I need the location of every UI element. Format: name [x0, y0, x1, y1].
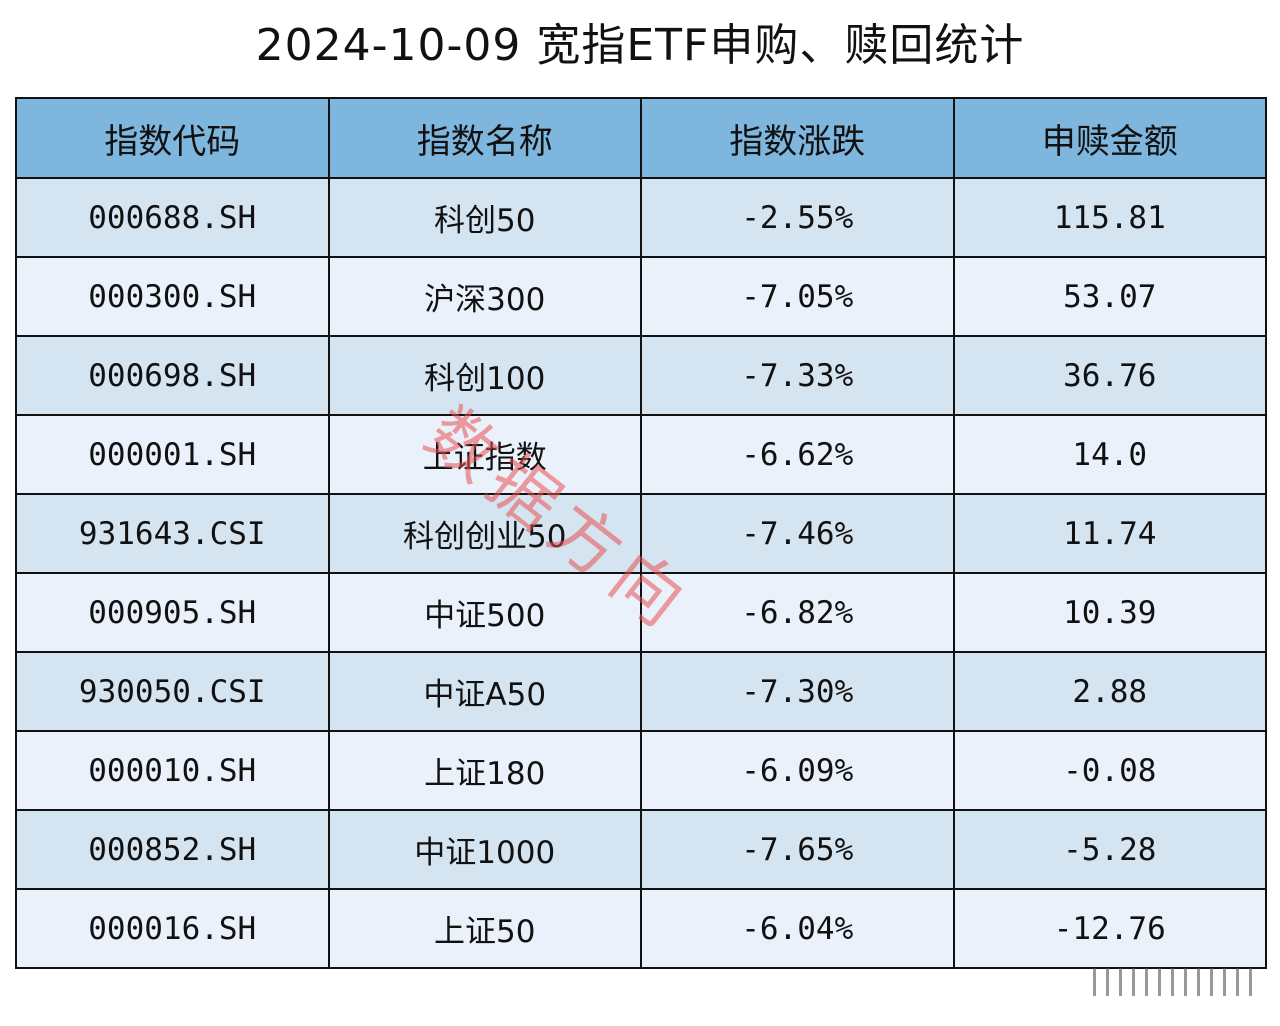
cell-change: -6.04% [640, 888, 955, 969]
cell-name: 沪深300 [327, 256, 642, 337]
table-row: 000300.SH 沪深300 -7.05% 53.07 [15, 256, 1267, 337]
cell-amount: -12.76 [952, 888, 1267, 969]
cell-change: -7.30% [640, 651, 955, 732]
cell-amount: -0.08 [952, 730, 1267, 811]
cell-change: -6.82% [640, 572, 955, 653]
mark-bar [1106, 968, 1109, 996]
cell-code: 000300.SH [15, 256, 330, 337]
cell-name: 科创100 [327, 335, 642, 416]
cell-name: 上证50 [327, 888, 642, 969]
table-header-row: 指数代码 指数名称 指数涨跌 申赎金额 [15, 97, 1267, 179]
decorative-marks [1093, 966, 1252, 996]
cell-amount: 2.88 [952, 651, 1267, 732]
cell-code: 931643.CSI [15, 493, 330, 574]
cell-change: -2.55% [640, 177, 955, 258]
cell-amount: 14.0 [952, 414, 1267, 495]
cell-code: 000852.SH [15, 809, 330, 890]
mark-bar [1236, 968, 1239, 996]
mark-bar [1210, 968, 1213, 996]
mark-bar [1132, 968, 1135, 996]
cell-name: 科创创业50 [327, 493, 642, 574]
mark-bar [1093, 968, 1096, 996]
cell-change: -6.62% [640, 414, 955, 495]
cell-amount: 53.07 [952, 256, 1267, 337]
page-title: 2024-10-09 宽指ETF申购、赎回统计 [255, 20, 1025, 71]
cell-amount: -5.28 [952, 809, 1267, 890]
cell-name: 上证180 [327, 730, 642, 811]
mark-bar [1145, 968, 1148, 996]
cell-name: 上证指数 [327, 414, 642, 495]
cell-code: 000010.SH [15, 730, 330, 811]
cell-code: 000688.SH [15, 177, 330, 258]
header-index-change: 指数涨跌 [640, 97, 955, 179]
cell-change: -6.09% [640, 730, 955, 811]
table-row: 000698.SH 科创100 -7.33% 36.76 [15, 335, 1267, 416]
cell-name: 中证1000 [327, 809, 642, 890]
table-row: 000852.SH 中证1000 -7.65% -5.28 [15, 809, 1267, 890]
mark-bar [1184, 968, 1187, 996]
cell-name: 中证A50 [327, 651, 642, 732]
cell-amount: 36.76 [952, 335, 1267, 416]
header-index-code: 指数代码 [15, 97, 330, 179]
cell-code: 930050.CSI [15, 651, 330, 732]
table-row: 930050.CSI 中证A50 -7.30% 2.88 [15, 651, 1267, 732]
mark-bar [1249, 968, 1252, 996]
mark-bar [1158, 968, 1161, 996]
cell-amount: 11.74 [952, 493, 1267, 574]
table-row: 000688.SH 科创50 -2.55% 115.81 [15, 177, 1267, 258]
etf-stats-table: 指数代码 指数名称 指数涨跌 申赎金额 000688.SH 科创50 -2.55… [15, 97, 1267, 969]
cell-change: -7.05% [640, 256, 955, 337]
cell-code: 000698.SH [15, 335, 330, 416]
cell-amount: 10.39 [952, 572, 1267, 653]
cell-code: 000905.SH [15, 572, 330, 653]
table-row: 000016.SH 上证50 -6.04% -12.76 [15, 888, 1267, 969]
cell-change: -7.33% [640, 335, 955, 416]
cell-change: -7.46% [640, 493, 955, 574]
mark-bar [1119, 968, 1122, 996]
mark-bar [1171, 968, 1174, 996]
table-row: 000010.SH 上证180 -6.09% -0.08 [15, 730, 1267, 811]
mark-bar [1223, 968, 1226, 996]
cell-code: 000016.SH [15, 888, 330, 969]
mark-bar [1197, 968, 1200, 996]
cell-name: 科创50 [327, 177, 642, 258]
header-subscription-amount: 申赎金额 [952, 97, 1267, 179]
table-row: 000001.SH 上证指数 -6.62% 14.0 [15, 414, 1267, 495]
cell-name: 中证500 [327, 572, 642, 653]
table-row: 000905.SH 中证500 -6.82% 10.39 [15, 572, 1267, 653]
cell-code: 000001.SH [15, 414, 330, 495]
table-row: 931643.CSI 科创创业50 -7.46% 11.74 [15, 493, 1267, 574]
header-index-name: 指数名称 [327, 97, 642, 179]
cell-amount: 115.81 [952, 177, 1267, 258]
cell-change: -7.65% [640, 809, 955, 890]
